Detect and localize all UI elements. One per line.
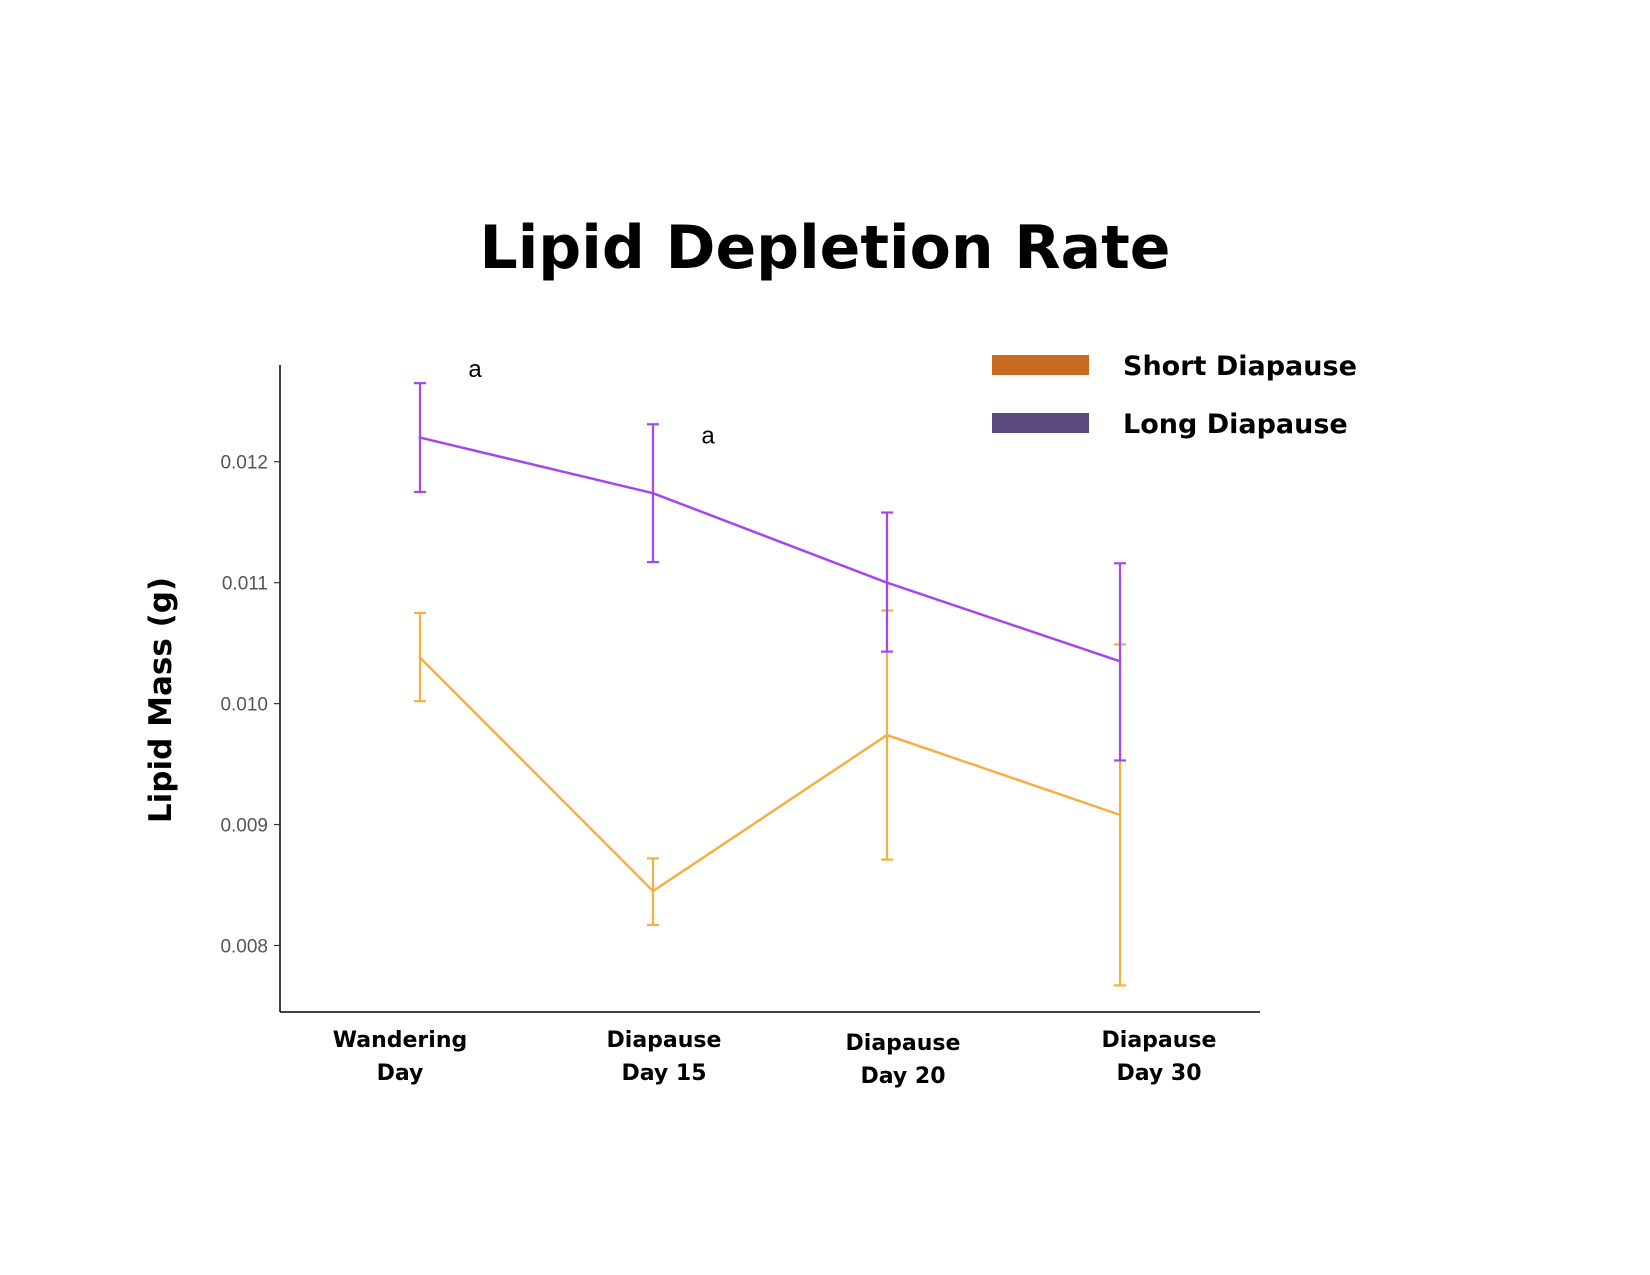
chart-title: Lipid Depletion Rate bbox=[480, 213, 1171, 283]
data-point bbox=[651, 889, 655, 893]
series-long-diapause bbox=[414, 382, 1126, 762]
x-tick-label: Day bbox=[377, 1061, 424, 1086]
y-axis-label: Lipid Mass (g) bbox=[143, 577, 179, 823]
annotation-layer: aa bbox=[468, 356, 715, 450]
series-line bbox=[419, 436, 1121, 663]
data-point bbox=[1118, 813, 1122, 817]
legend-swatch bbox=[992, 413, 1089, 433]
y-tick-label: 0.011 bbox=[222, 574, 268, 595]
y-ticks: 0.008 0.009 0.010 0.011 0.012 bbox=[220, 453, 280, 957]
x-tick-label: Wandering bbox=[333, 1028, 467, 1053]
significance-annotation: a bbox=[468, 356, 482, 383]
series-short-diapause bbox=[414, 609, 1126, 987]
y-tick-label: 0.008 bbox=[220, 936, 268, 957]
legend-swatch bbox=[992, 355, 1089, 375]
y-tick-label: 0.010 bbox=[220, 695, 268, 716]
x-ticks: Wandering Day Diapause Day 15 Diapause Day 20… bbox=[333, 1028, 1217, 1089]
data-point bbox=[885, 733, 889, 737]
data-point bbox=[418, 656, 422, 660]
x-tick-label: Diapause bbox=[846, 1031, 961, 1056]
data-point bbox=[885, 581, 889, 585]
legend-label: Long Diapause bbox=[1123, 409, 1348, 440]
data-point bbox=[651, 491, 655, 495]
x-tick-label: Day 20 bbox=[860, 1064, 945, 1089]
y-tick-label: 0.009 bbox=[220, 816, 268, 837]
series-line bbox=[419, 656, 1121, 893]
significance-annotation: a bbox=[701, 423, 715, 450]
legend-label: Short Diapause bbox=[1123, 351, 1357, 382]
legend: Short Diapause Long Diapause bbox=[992, 351, 1357, 440]
x-tick-label: Diapause bbox=[607, 1028, 722, 1053]
x-tick-label: Day 15 bbox=[621, 1061, 706, 1086]
x-tick-label: Diapause bbox=[1102, 1028, 1217, 1053]
series-layer bbox=[414, 382, 1126, 987]
y-tick-label: 0.012 bbox=[220, 453, 268, 474]
data-point bbox=[1118, 659, 1122, 663]
data-point bbox=[418, 436, 422, 440]
x-tick-label: Day 30 bbox=[1116, 1061, 1201, 1086]
